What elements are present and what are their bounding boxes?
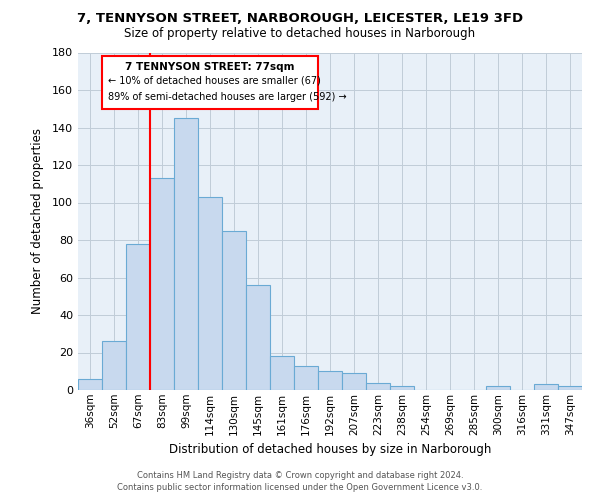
Bar [366,382,390,390]
Bar [486,386,510,390]
Bar [198,197,222,390]
Bar [222,230,246,390]
Bar [102,341,126,390]
Bar [270,356,294,390]
Bar [174,118,198,390]
Text: 7, TENNYSON STREET, NARBOROUGH, LEICESTER, LE19 3FD: 7, TENNYSON STREET, NARBOROUGH, LEICESTE… [77,12,523,26]
Bar [342,373,366,390]
Bar [390,386,414,390]
Bar [318,371,342,390]
Text: ← 10% of detached houses are smaller (67): ← 10% of detached houses are smaller (67… [109,76,322,86]
Text: Contains HM Land Registry data © Crown copyright and database right 2024.
Contai: Contains HM Land Registry data © Crown c… [118,471,482,492]
X-axis label: Distribution of detached houses by size in Narborough: Distribution of detached houses by size … [169,443,491,456]
Bar [558,386,582,390]
Text: 7 TENNYSON STREET: 77sqm: 7 TENNYSON STREET: 77sqm [125,62,295,72]
Bar [534,384,558,390]
Bar [294,366,318,390]
Bar [246,285,270,390]
Text: 89% of semi-detached houses are larger (592) →: 89% of semi-detached houses are larger (… [109,92,347,102]
Bar [150,178,174,390]
Text: Size of property relative to detached houses in Narborough: Size of property relative to detached ho… [124,28,476,40]
FancyBboxPatch shape [103,56,317,109]
Bar [126,244,150,390]
Y-axis label: Number of detached properties: Number of detached properties [31,128,44,314]
Bar [78,379,102,390]
